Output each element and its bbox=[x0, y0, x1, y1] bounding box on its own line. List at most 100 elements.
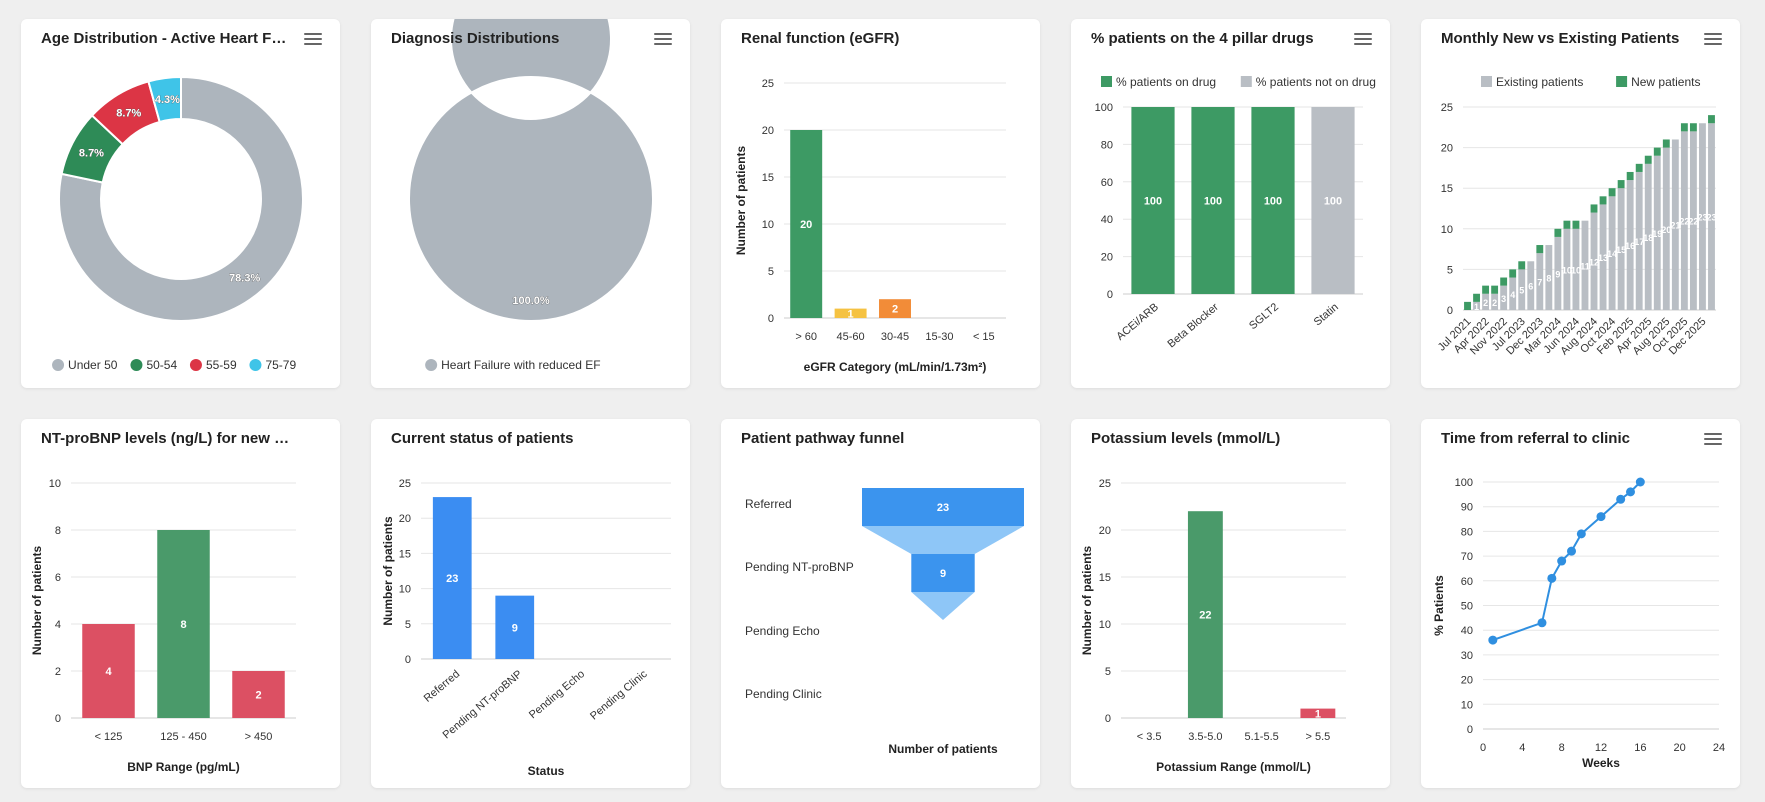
bar bbox=[1635, 163, 1643, 172]
y-tick-label: 15 bbox=[1441, 183, 1453, 195]
bar bbox=[1500, 285, 1508, 310]
bar bbox=[1554, 236, 1562, 310]
y-tick-label: 10 bbox=[762, 219, 774, 231]
bar bbox=[1509, 269, 1517, 278]
funnel-bar bbox=[862, 488, 1024, 526]
y-tick-label: 5 bbox=[768, 266, 774, 278]
card-title: Potassium levels (mmol/L) bbox=[1091, 431, 1281, 447]
bar bbox=[1473, 301, 1480, 310]
data-label: 22 bbox=[1199, 610, 1211, 622]
y-tick-label: 20 bbox=[399, 513, 411, 525]
data-label: 2 bbox=[1483, 298, 1488, 308]
data-label: 2 bbox=[892, 304, 898, 316]
x-tick-label: 30-45 bbox=[881, 331, 909, 343]
data-label: 4 bbox=[105, 666, 112, 678]
data-label: 9 bbox=[940, 568, 946, 580]
y-tick-label: 15 bbox=[1099, 572, 1111, 584]
legend-label: 55-59 bbox=[206, 358, 237, 372]
bar bbox=[1644, 155, 1652, 164]
bar bbox=[1518, 269, 1526, 310]
data-label: 2 bbox=[255, 690, 261, 702]
card-title: Renal function (eGFR) bbox=[741, 31, 900, 47]
bar bbox=[232, 671, 285, 718]
bar bbox=[1311, 107, 1355, 294]
x-tick-label: > 60 bbox=[795, 331, 817, 343]
data-point bbox=[1488, 635, 1498, 645]
y-tick-label: 40 bbox=[1461, 625, 1473, 637]
data-label: 1 bbox=[1474, 302, 1479, 312]
funnel-stage-label: Referred bbox=[745, 497, 792, 511]
bar bbox=[1251, 107, 1295, 294]
hamburger-menu-icon[interactable] bbox=[1704, 433, 1722, 447]
card-title: Monthly New vs Existing Patients bbox=[1441, 31, 1680, 47]
card-title: Diagnosis Distributions bbox=[391, 31, 560, 47]
bar bbox=[157, 530, 210, 718]
y-tick-label: 20 bbox=[1099, 525, 1111, 537]
card-current-status: 0 5 10 15 20 25 23 Referred 9 Pending NT-proBNP Pe… bbox=[371, 419, 690, 788]
bar bbox=[1563, 220, 1571, 229]
x-tick-label: < 3.5 bbox=[1137, 731, 1162, 743]
bar bbox=[1599, 196, 1607, 205]
data-point bbox=[1635, 477, 1645, 487]
data-label: 8 bbox=[180, 619, 186, 631]
bar bbox=[1644, 163, 1652, 310]
data-label: 100 bbox=[1144, 196, 1162, 208]
bar bbox=[1527, 261, 1535, 310]
y-tick-label: 40 bbox=[1101, 214, 1113, 226]
x-axis-title: Status bbox=[528, 764, 565, 778]
data-label: 100 bbox=[1324, 196, 1342, 208]
x-tick-label: Pending Clinic bbox=[588, 668, 650, 723]
y-axis-title: Number of patients bbox=[1080, 546, 1094, 656]
y-axis-title: Number of patients bbox=[30, 546, 44, 656]
bar bbox=[1590, 212, 1598, 310]
data-label: 14 bbox=[1607, 249, 1617, 259]
data-label: 9 bbox=[512, 622, 518, 634]
bar bbox=[1680, 123, 1688, 132]
data-point bbox=[1567, 546, 1576, 556]
data-point bbox=[1557, 556, 1567, 566]
y-tick-label: 8 bbox=[55, 525, 61, 537]
data-label: 13 bbox=[1598, 253, 1608, 263]
bar bbox=[1626, 180, 1634, 310]
data-label: 100 bbox=[1264, 196, 1282, 208]
x-tick-label: Statin bbox=[1312, 301, 1341, 328]
legend-label: Heart Failure with reduced EF bbox=[441, 358, 600, 372]
bar bbox=[1500, 277, 1508, 286]
bar bbox=[1608, 188, 1616, 197]
bar bbox=[1545, 245, 1553, 310]
card-title: Age Distribution - Active Heart Failure … bbox=[41, 31, 291, 47]
data-label: 23 bbox=[937, 502, 949, 514]
legend-label: Existing patients bbox=[1496, 75, 1583, 89]
y-tick-label: 60 bbox=[1461, 576, 1473, 588]
legend-marker bbox=[1240, 76, 1252, 87]
card-referral-time: 0 10 20 30 40 50 60 70 80 90 100 0 4 8 12 16 20 24 Weeks % … bbox=[1421, 419, 1740, 788]
x-tick-label: 15-30 bbox=[925, 331, 953, 343]
ntprobnp-chart: 0 2 4 6 8 10 4 < 125 8 125 - 450 2 > 450 BNP Range (… bbox=[30, 478, 296, 774]
hamburger-menu-icon[interactable] bbox=[654, 33, 672, 47]
data-label: 100 bbox=[1204, 196, 1222, 208]
bar bbox=[1554, 228, 1562, 237]
card-title: Time from referral to clinic bbox=[1441, 431, 1630, 447]
legend-marker bbox=[130, 359, 143, 371]
referral-time-chart: 0 10 20 30 40 50 60 70 80 90 100 0 4 8 12 16 20 24 Weeks % … bbox=[1432, 477, 1725, 770]
y-tick-label: 10 bbox=[1461, 699, 1473, 711]
hamburger-menu-icon[interactable] bbox=[1354, 33, 1372, 47]
y-tick-label: 2 bbox=[55, 666, 61, 678]
diagnosis-chart: 100.0% Heart Failure with reduced EF bbox=[407, 19, 654, 372]
data-point bbox=[1537, 618, 1547, 628]
bar bbox=[1473, 293, 1480, 302]
y-tick-label: 0 bbox=[55, 713, 61, 725]
y-tick-label: 5 bbox=[1105, 666, 1111, 678]
data-label: 8.7% bbox=[79, 147, 104, 159]
bar bbox=[1617, 180, 1625, 189]
data-label: 6 bbox=[1528, 282, 1533, 292]
bar bbox=[1653, 155, 1661, 310]
hamburger-menu-icon[interactable] bbox=[1704, 33, 1722, 47]
x-tick-label: 125 - 450 bbox=[160, 731, 206, 743]
data-label: 3 bbox=[1501, 294, 1506, 304]
hamburger-menu-icon[interactable] bbox=[304, 33, 322, 47]
x-tick-label: Pending Echo bbox=[527, 668, 587, 721]
data-label: 12 bbox=[1589, 257, 1599, 267]
data-label: 17 bbox=[1634, 237, 1644, 247]
bar bbox=[1482, 285, 1490, 294]
